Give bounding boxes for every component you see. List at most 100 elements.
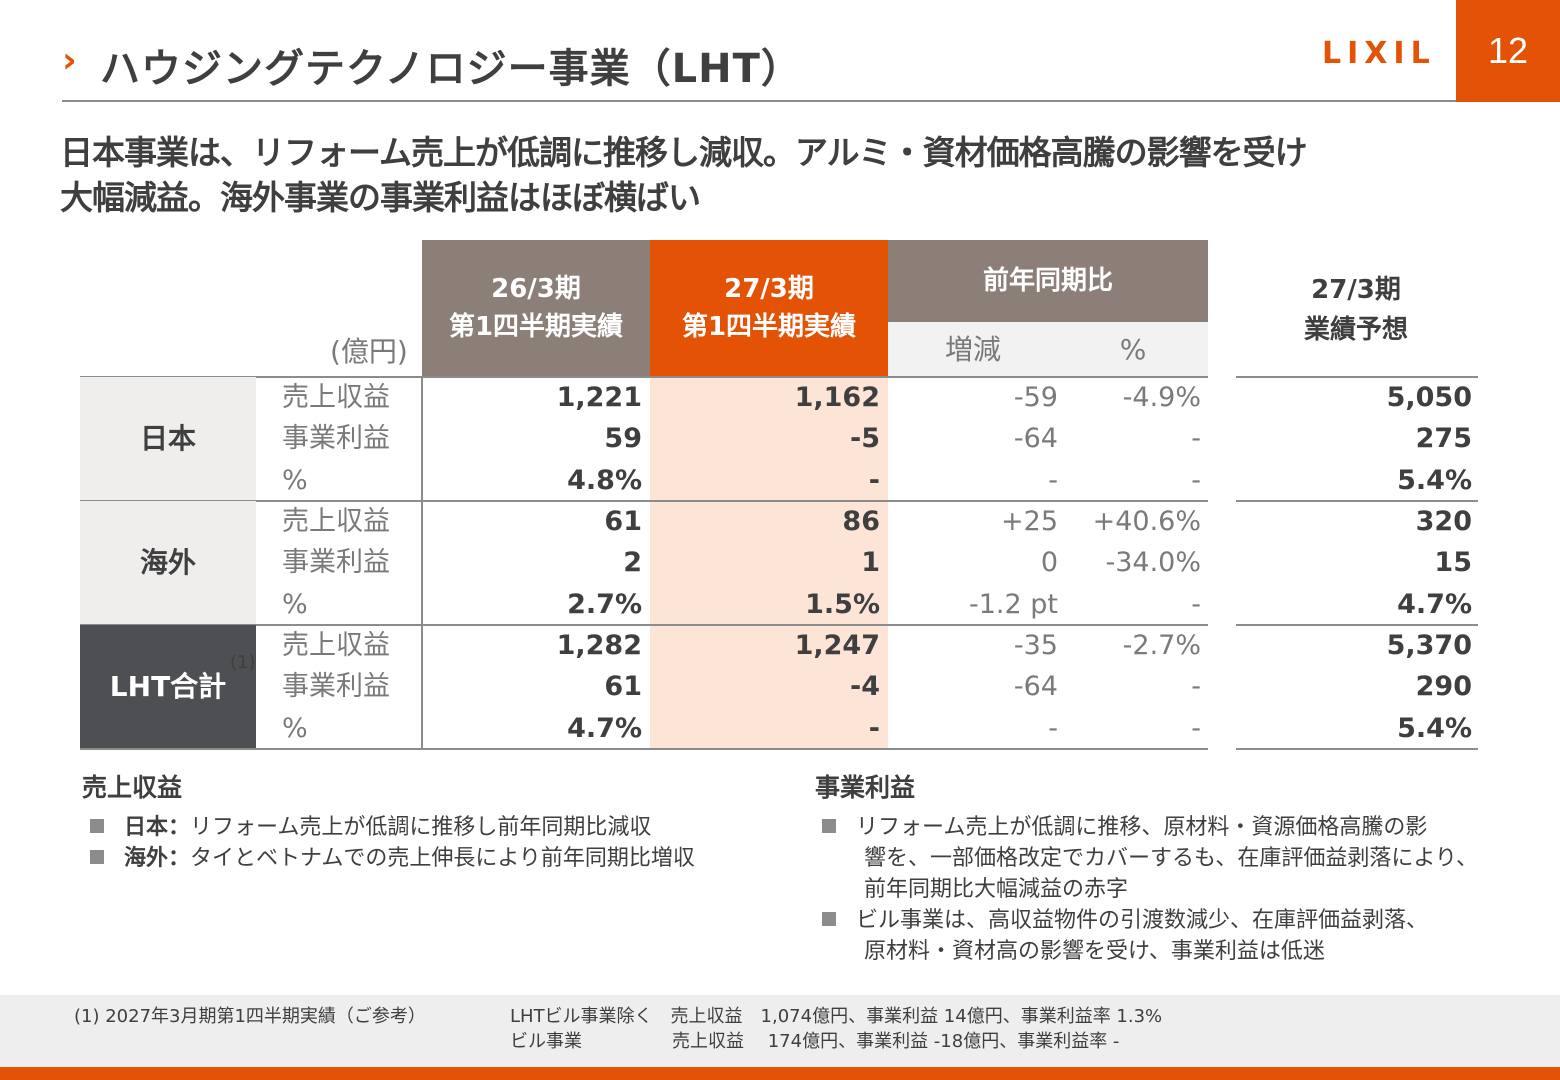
segment-footnote-ref: (1) — [230, 652, 256, 673]
table-cell-item: 売上収益 — [282, 506, 390, 537]
current-column-highlight — [650, 377, 888, 748]
table-cell-cur: 1 — [861, 547, 880, 579]
table-cell-fc: 320 — [1415, 506, 1472, 537]
table-cell-cur: 1.5% — [805, 588, 880, 620]
table-cell-prev: 4.8% — [567, 464, 642, 496]
table-cell-pct: -34.0% — [1105, 547, 1201, 579]
square-bullet-icon — [822, 912, 836, 926]
forecast-segment-border — [1236, 748, 1478, 750]
square-bullet-icon — [90, 850, 104, 864]
table-cell-pct: -2.7% — [1122, 630, 1201, 661]
table-cell-fc: 275 — [1415, 423, 1472, 455]
table-cell-prev: 4.7% — [567, 712, 642, 744]
table-cell-fc: 5.4% — [1397, 464, 1472, 496]
table-cell-cur: -4 — [850, 671, 880, 703]
table-cell-item: 事業利益 — [282, 671, 390, 703]
table-cell-item: 事業利益 — [282, 423, 390, 455]
profit-section-title: 事業利益 — [815, 773, 916, 802]
forecast-segment-border — [1236, 624, 1478, 626]
headline-line-2: 大幅減益。海外事業の事業利益はほぼ横ばい — [60, 178, 701, 217]
table-cell-prev: 61 — [604, 506, 642, 537]
revenue-bullet-japan: 日本：リフォーム売上が低調に推移し前年同期比減収 — [90, 812, 651, 843]
table-cell-item: 売上収益 — [282, 630, 390, 661]
segment-bottom-border — [80, 500, 1208, 502]
table-cell-pct: -4.9% — [1122, 382, 1201, 413]
headline: 日本事業は、リフォーム売上が低調に推移し減収。アルミ・資材価格高騰の影響を受け … — [60, 130, 1308, 220]
col-header-prev: 26/3期 第1四半期実績 — [422, 240, 650, 377]
table-cell-fc: 5,370 — [1386, 630, 1472, 661]
table-cell-cur: 86 — [842, 506, 880, 537]
table-cell-item: % — [282, 464, 308, 496]
footer-accent-bar — [0, 1067, 1560, 1080]
headline-line-1: 日本事業は、リフォーム売上が低調に推移し減収。アルミ・資材価格高騰の影響を受け — [60, 133, 1308, 172]
table-cell-item: % — [282, 588, 308, 620]
segment-label: 海外 — [139, 546, 196, 579]
table-cell-prev: 59 — [604, 423, 642, 455]
col-header-change: 増減 — [888, 322, 1058, 377]
unit-label: (億円) — [330, 335, 408, 368]
profit-bullet-1-line-3: 前年同期比大幅減益の赤字 — [864, 877, 1129, 902]
footnote-row-1: LHTビル事業除く 売上収益 1,074億円、事業利益 14億円、事業利益率 1… — [510, 1006, 1163, 1027]
table-cell-pct: - — [1191, 671, 1201, 703]
table-cell-prev: 61 — [604, 671, 642, 703]
table-cell-inc: 0 — [1040, 547, 1058, 579]
table-cell-inc: -35 — [1013, 630, 1058, 661]
col-header-forecast: 27/3期 業績予想 — [1303, 275, 1408, 345]
table-cell-fc: 5,050 — [1386, 382, 1472, 413]
table-cell-inc: - — [1048, 464, 1058, 496]
table-cell-prev: 2 — [623, 547, 642, 579]
segment-cell — [80, 501, 256, 625]
page-number: 12 — [1456, 0, 1560, 102]
page-title: ハウジングテクノロジー事業（LHT） — [100, 46, 802, 92]
table-cell-cur: - — [868, 464, 880, 496]
table-cell-fc: 290 — [1415, 671, 1472, 703]
profit-bullet-1-line-2: 響を、一部価格改定でカバーするも、在庫評価益剥落により、 — [864, 846, 1479, 871]
table-cell-pct: - — [1191, 423, 1201, 455]
col-header-current: 27/3期 第1四半期実績 — [650, 240, 888, 377]
profit-bullet-2-line-2: 原材料・資材高の影響を受け、事業利益は低迷 — [864, 939, 1325, 964]
segment-cell — [80, 377, 256, 501]
forecast-segment-border — [1236, 500, 1478, 502]
table-cell-fc: 4.7% — [1397, 588, 1472, 620]
lixil-logo: LIXIL — [1322, 36, 1436, 71]
table-cell-pct: - — [1191, 464, 1201, 496]
table-cell-inc: -64 — [1013, 423, 1058, 455]
table-cell-prev: 1,282 — [556, 630, 642, 661]
profit-bullet-1: リフォーム売上が低調に推移、原材料・資源価格高騰の影 — [822, 812, 1427, 843]
table-cell-item: % — [282, 712, 308, 744]
table-cell-item: 売上収益 — [282, 382, 390, 413]
table-cell-prev: 1,221 — [556, 382, 642, 413]
table-cell-inc: - — [1048, 712, 1058, 744]
table-cell-cur: 1,162 — [794, 382, 880, 413]
table-cell-fc: 5.4% — [1397, 712, 1472, 744]
segment-label: LHT合計 — [109, 670, 227, 703]
table-cell-cur: 1,247 — [794, 630, 880, 661]
table-cell-inc: -1.2 pt — [969, 588, 1058, 620]
table-cell-inc: +25 — [1001, 506, 1058, 537]
table-cell-pct: - — [1191, 712, 1201, 744]
table-cell-inc: -59 — [1013, 382, 1058, 413]
footnote-area — [0, 995, 1560, 1067]
footnote-label: (1) 2027年3月期第1四半期実績（ご参考） — [74, 1006, 426, 1027]
table-cell-cur: -5 — [850, 423, 880, 455]
square-bullet-icon — [90, 819, 104, 833]
table-cell-pct: +40.6% — [1092, 506, 1201, 537]
footnote-row-2: ビル事業 売上収益 174億円、事業利益 -18億円、事業利益率 - — [510, 1031, 1120, 1052]
forecast-top-border — [1236, 376, 1478, 378]
square-bullet-icon — [822, 819, 836, 833]
chevron-right-icon: › — [62, 40, 77, 81]
table-cell-inc: -64 — [1013, 671, 1058, 703]
segment-label: 日本 — [139, 422, 196, 455]
segment-cell — [80, 625, 256, 749]
col-header-percent: % — [1058, 322, 1208, 377]
title-divider — [62, 100, 1456, 102]
col-header-yoy: 前年同期比 — [888, 240, 1208, 322]
segment-bottom-border — [80, 748, 1208, 750]
table-vertical-divider — [421, 377, 423, 749]
table-cell-fc: 15 — [1434, 547, 1472, 579]
table-top-border — [80, 376, 1208, 378]
table-cell-cur: - — [868, 712, 880, 744]
table-cell-pct: - — [1191, 588, 1201, 620]
revenue-bullet-overseas: 海外：タイとベトナムでの売上伸長により前年同期比増収 — [90, 843, 695, 874]
table-cell-item: 事業利益 — [282, 547, 390, 579]
